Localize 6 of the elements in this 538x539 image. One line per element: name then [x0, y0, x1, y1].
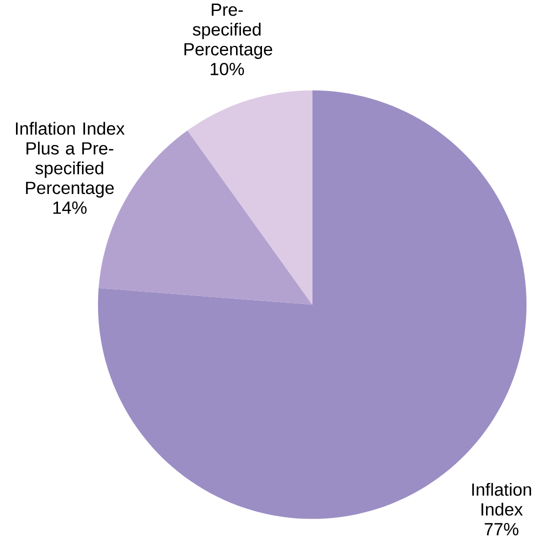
slice-label: Pre-specified Percentage	[184, 4, 272, 59]
slice-label: Inflation Index Plus a Pre-specified Percentage	[16, 122, 125, 198]
data-label: 77%	[484, 523, 518, 536]
data-label: 10%	[210, 62, 244, 76]
data-label: 14%	[53, 202, 87, 214]
slice-label: Inflation Index	[472, 482, 532, 516]
